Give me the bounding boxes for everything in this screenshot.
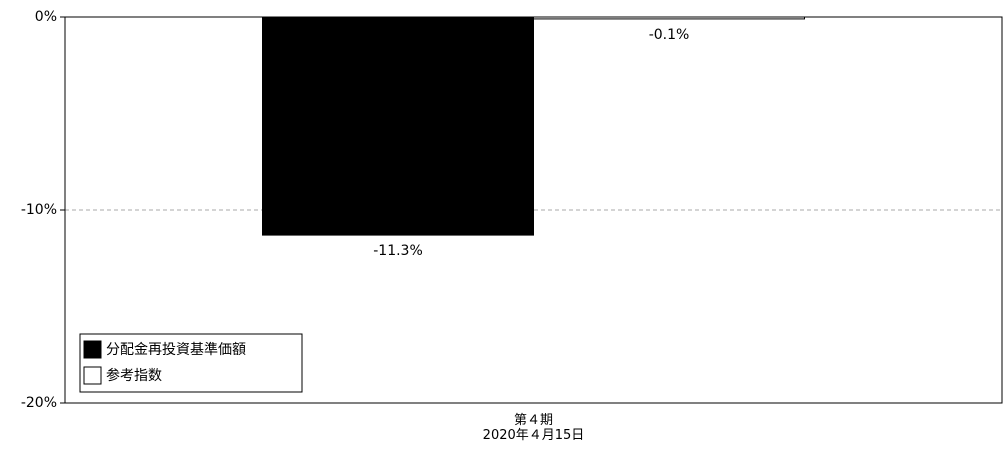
legend-box <box>79 333 303 393</box>
y-tick-label: -20% <box>21 395 57 411</box>
legend-swatch <box>83 340 102 359</box>
legend-label: 参考指数 <box>106 367 162 384</box>
bar <box>262 16 534 236</box>
value-label: -0.1% <box>649 27 690 43</box>
y-tick-label: -10% <box>21 202 57 218</box>
plot-border <box>64 16 1003 404</box>
legend-swatch <box>83 366 102 385</box>
y-tick-label: 0% <box>35 9 57 25</box>
legend-label: 分配金再投資基準価額 <box>106 341 246 358</box>
value-label: -11.3% <box>373 243 423 259</box>
x-tick-label: 第４期 2020年４月15日 <box>482 413 585 443</box>
